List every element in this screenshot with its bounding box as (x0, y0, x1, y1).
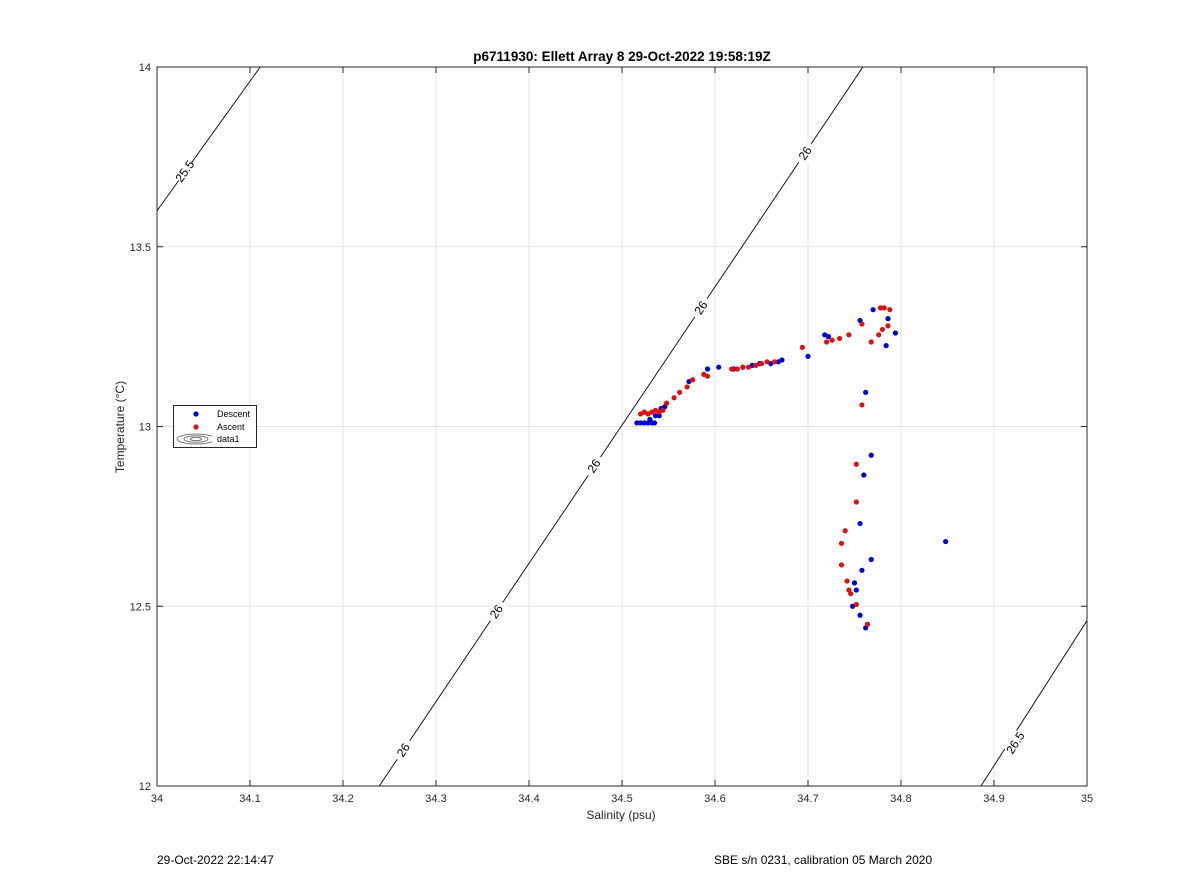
ascent-point (843, 528, 848, 533)
chart-legend: Descent Ascent data1 (173, 405, 257, 448)
descent-point (779, 357, 784, 362)
ascent-point (830, 338, 835, 343)
descent-point (857, 613, 862, 618)
ascent-point (880, 327, 885, 332)
y-axis-label: Temperature (°C) (113, 381, 127, 473)
x-tick-label: 34.4 (518, 793, 539, 805)
ascent-point (690, 377, 695, 382)
legend-item-descent: Descent (174, 408, 254, 420)
contour-line-26-5 (981, 621, 1087, 786)
descent-point (852, 580, 857, 585)
y-tick-label: 12.5 (130, 601, 151, 613)
descent-point (859, 568, 864, 573)
ascent-point (740, 365, 745, 370)
ascent-point (671, 395, 676, 400)
ascent-point (846, 332, 851, 337)
ascent-point (882, 305, 887, 310)
legend-item-ascent: Ascent (174, 421, 254, 433)
ascent-point (660, 408, 665, 413)
legend-label-descent: Descent (217, 408, 250, 420)
grid-lines (157, 67, 1087, 786)
ascent-marker-icon (174, 421, 212, 433)
y-tick-label: 13.5 (130, 242, 151, 254)
ascent-point (837, 336, 842, 341)
series-ascent (638, 305, 892, 627)
ascent-point (865, 622, 870, 627)
legend-label-data1: data1 (217, 433, 240, 445)
descent-point (871, 307, 876, 312)
contour-line-25-5 (157, 67, 260, 211)
ascent-point (839, 541, 844, 546)
x-tick-label: 35 (1081, 793, 1093, 805)
footer-timestamp: 29-Oct-2022 22:14:47 (157, 853, 274, 867)
ascent-point (800, 345, 805, 350)
ascent-point (664, 401, 669, 406)
descent-point (863, 390, 868, 395)
ascent-point (824, 339, 829, 344)
descent-point (869, 453, 874, 458)
y-tick-label: 13 (139, 422, 151, 434)
ascent-point (859, 402, 864, 407)
ascent-point (746, 365, 751, 370)
ascent-point (735, 366, 740, 371)
x-tick-label: 34.9 (983, 793, 1004, 805)
x-tick-label: 34.3 (425, 793, 446, 805)
ascent-point (848, 591, 853, 596)
ascent-point (729, 366, 734, 371)
x-tick-label: 34.1 (239, 793, 260, 805)
descent-point (805, 354, 810, 359)
ascent-point (859, 321, 864, 326)
x-tick-label: 34.8 (890, 793, 911, 805)
ascent-point (854, 602, 859, 607)
legend-label-ascent: Ascent (217, 421, 245, 433)
ascent-point (772, 359, 777, 364)
descent-point (885, 316, 890, 321)
y-tick-label: 12 (139, 781, 151, 793)
descent-point (869, 557, 874, 562)
x-axis-label: Salinity (psu) (586, 808, 655, 822)
descent-marker-icon (174, 408, 212, 420)
descent-point (705, 366, 710, 371)
ascent-point (839, 562, 844, 567)
contour-ellipse-icon (174, 433, 212, 445)
footer-calibration: SBE s/n 0231, calibration 05 March 2020 (714, 853, 932, 867)
descent-point (893, 330, 898, 335)
descent-point (943, 539, 948, 544)
ascent-point (759, 361, 764, 366)
x-tick-label: 34.6 (704, 793, 725, 805)
ascent-point (854, 462, 859, 467)
ascent-point (705, 374, 710, 379)
descent-point (826, 334, 831, 339)
descent-point (716, 365, 721, 370)
ascent-point (685, 384, 690, 389)
x-tick-label: 34.5 (611, 793, 632, 805)
ascent-point (854, 499, 859, 504)
legend-item-data1: data1 (174, 433, 254, 445)
chart-title: p6711930: Ellett Array 8 29-Oct-2022 19:… (473, 49, 770, 64)
y-axis-ticks: 12 12.5 13 13.5 14 (130, 62, 1087, 793)
ascent-point (844, 578, 849, 583)
ascent-point (885, 323, 890, 328)
ascent-point (677, 390, 682, 395)
ascent-point (876, 332, 881, 337)
ascent-point (753, 363, 758, 368)
x-tick-label: 34.7 (797, 793, 818, 805)
x-tick-label: 34.2 (332, 793, 353, 805)
descent-point (857, 521, 862, 526)
x-tick-label: 34 (151, 793, 163, 805)
descent-point (854, 587, 859, 592)
ascent-point (764, 359, 769, 364)
descent-point (861, 472, 866, 477)
y-tick-label: 14 (139, 62, 151, 74)
ascent-point (887, 307, 892, 312)
descent-point (652, 420, 657, 425)
ascent-point (869, 339, 874, 344)
descent-point (884, 343, 889, 348)
